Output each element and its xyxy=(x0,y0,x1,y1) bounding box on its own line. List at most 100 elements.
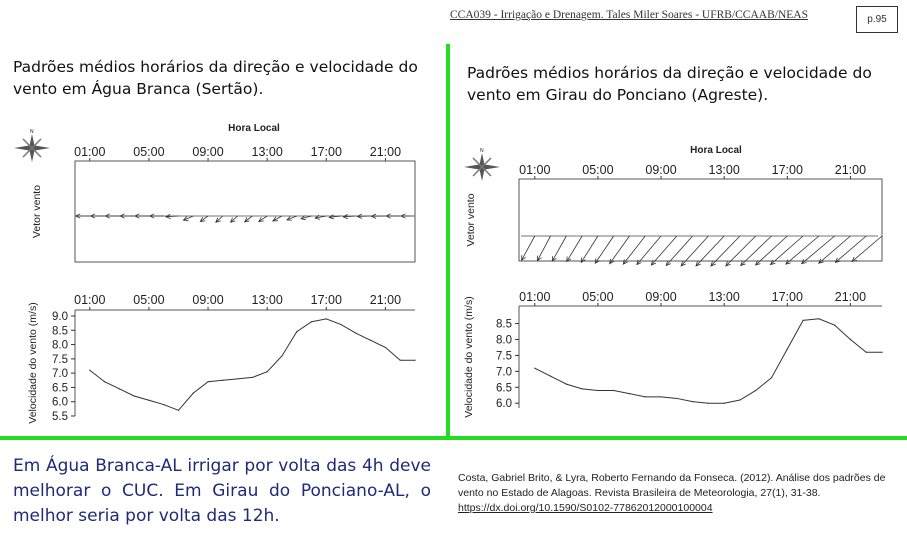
wind-vector-head xyxy=(133,213,140,219)
speed-point xyxy=(251,376,253,379)
wind-vector-shaft xyxy=(300,215,312,220)
speed-point xyxy=(849,338,852,341)
speed-point xyxy=(103,381,106,383)
speed-point xyxy=(370,339,372,341)
y-tick-label: 8.5 xyxy=(52,325,68,337)
wind-vector-head xyxy=(740,260,746,267)
speed-point xyxy=(770,377,773,379)
wind-vector-head xyxy=(695,261,701,267)
wind-vector xyxy=(356,213,371,219)
time-tick-label: 13:00 xyxy=(709,163,740,177)
speed-point xyxy=(207,381,209,383)
y-tick-label: 7.5 xyxy=(52,354,68,366)
wind-vector xyxy=(536,235,551,262)
wind-vector xyxy=(609,235,630,265)
speed-point xyxy=(296,331,298,333)
wind-vector xyxy=(164,213,179,219)
wind-vector-shaft xyxy=(636,235,662,265)
wind-vector-head xyxy=(636,259,642,266)
time-tick-label: 21:00 xyxy=(835,290,866,304)
wind-vector xyxy=(754,235,788,266)
wind-vector-head xyxy=(800,258,807,265)
wind-vector-head xyxy=(834,257,841,263)
wind-vector-shaft xyxy=(286,215,297,221)
wind-vector-head xyxy=(650,260,657,266)
wind-vector-head xyxy=(580,257,586,264)
speed-point xyxy=(281,355,283,357)
wind-vector-head xyxy=(400,213,406,219)
wind-vector-head xyxy=(258,217,264,223)
wind-vector xyxy=(229,215,238,223)
wind-vector xyxy=(695,235,725,267)
speed-point xyxy=(534,367,536,369)
speed-point xyxy=(565,383,567,385)
y-tick-label: 8.5 xyxy=(496,319,512,331)
wind-vector xyxy=(521,235,536,262)
wind-vector-shaft xyxy=(537,235,551,261)
wind-vector xyxy=(594,235,615,265)
wind-vector-head xyxy=(818,258,824,264)
wind-vector-head xyxy=(286,215,292,221)
course-header: CCA039 - Irrigação e Drenagem. Tales Mil… xyxy=(450,9,808,21)
wind-vector-shaft xyxy=(272,215,283,222)
wind-vector-head xyxy=(328,214,335,220)
wind-vector-head xyxy=(300,215,307,221)
speed-point xyxy=(148,399,150,401)
wind-vector xyxy=(342,214,356,220)
wind-vector-head xyxy=(74,213,81,219)
time-tick-label: 17:00 xyxy=(311,293,342,307)
wind-vector xyxy=(400,213,415,219)
speed-line xyxy=(534,318,882,404)
time-tick-label: 05:00 xyxy=(133,145,164,159)
wind-vector xyxy=(119,213,135,219)
time-tick-label: 13:00 xyxy=(252,145,283,159)
wind-vector-head xyxy=(521,255,526,262)
speed-point xyxy=(707,402,709,404)
wind-vector xyxy=(851,235,883,263)
wind-vector xyxy=(834,235,867,263)
speed-ylabel: Velocidade do vento (m/s) xyxy=(27,302,39,423)
wind-vector-shaft xyxy=(835,235,867,263)
wind-vector-head xyxy=(182,216,189,221)
speed-point xyxy=(597,389,599,392)
y-tick-label: 7.0 xyxy=(496,366,512,378)
wind-vector xyxy=(300,215,312,221)
speed-point xyxy=(865,351,867,353)
speed-point xyxy=(628,393,631,395)
wind-vector-head xyxy=(385,213,391,219)
compass-diag xyxy=(22,138,42,158)
wind-vector xyxy=(680,235,709,267)
wind-vector-head xyxy=(356,213,363,219)
wind-vector-head xyxy=(785,259,791,265)
speed-point xyxy=(818,318,820,320)
speed-point xyxy=(133,395,135,397)
wind-vector-head xyxy=(680,261,686,267)
wind-vector-head xyxy=(622,259,628,265)
y-tick-label: 6.5 xyxy=(52,382,68,394)
wind-vector-head xyxy=(609,258,615,265)
y-tick-label: 5.5 xyxy=(52,411,68,423)
wind-vector xyxy=(551,235,567,262)
wind-vector-shaft xyxy=(755,235,788,266)
wind-vector-shaft xyxy=(818,235,851,264)
reference: Costa, Gabriel Brito, & Lyra, Roberto Fe… xyxy=(458,471,894,516)
reference-text: Costa, Gabriel Brito, & Lyra, Roberto Fe… xyxy=(458,472,886,499)
compass-rose-icon: N xyxy=(6,128,58,168)
vector-ylabel: Vetor vento xyxy=(465,193,477,246)
time-tick-label: 05:00 xyxy=(582,290,613,304)
speed-point xyxy=(355,332,357,334)
wind-vector-head xyxy=(314,214,321,220)
wind-vector-head xyxy=(551,256,557,262)
wind-vector xyxy=(710,235,741,267)
wind-vector-head xyxy=(215,217,221,223)
speed-point xyxy=(192,392,194,394)
speed-point xyxy=(163,403,165,406)
time-tick-label: 05:00 xyxy=(582,163,613,177)
wind-vector-head xyxy=(536,255,542,262)
wind-vector xyxy=(148,213,164,219)
wind-vector-shaft xyxy=(329,215,342,218)
wind-vector-head xyxy=(851,256,858,263)
speed-point xyxy=(549,375,552,377)
wind-vector-head xyxy=(104,213,111,219)
reference-link[interactable]: https://dx.doi.org/10.1590/S0102-7786201… xyxy=(458,502,713,514)
